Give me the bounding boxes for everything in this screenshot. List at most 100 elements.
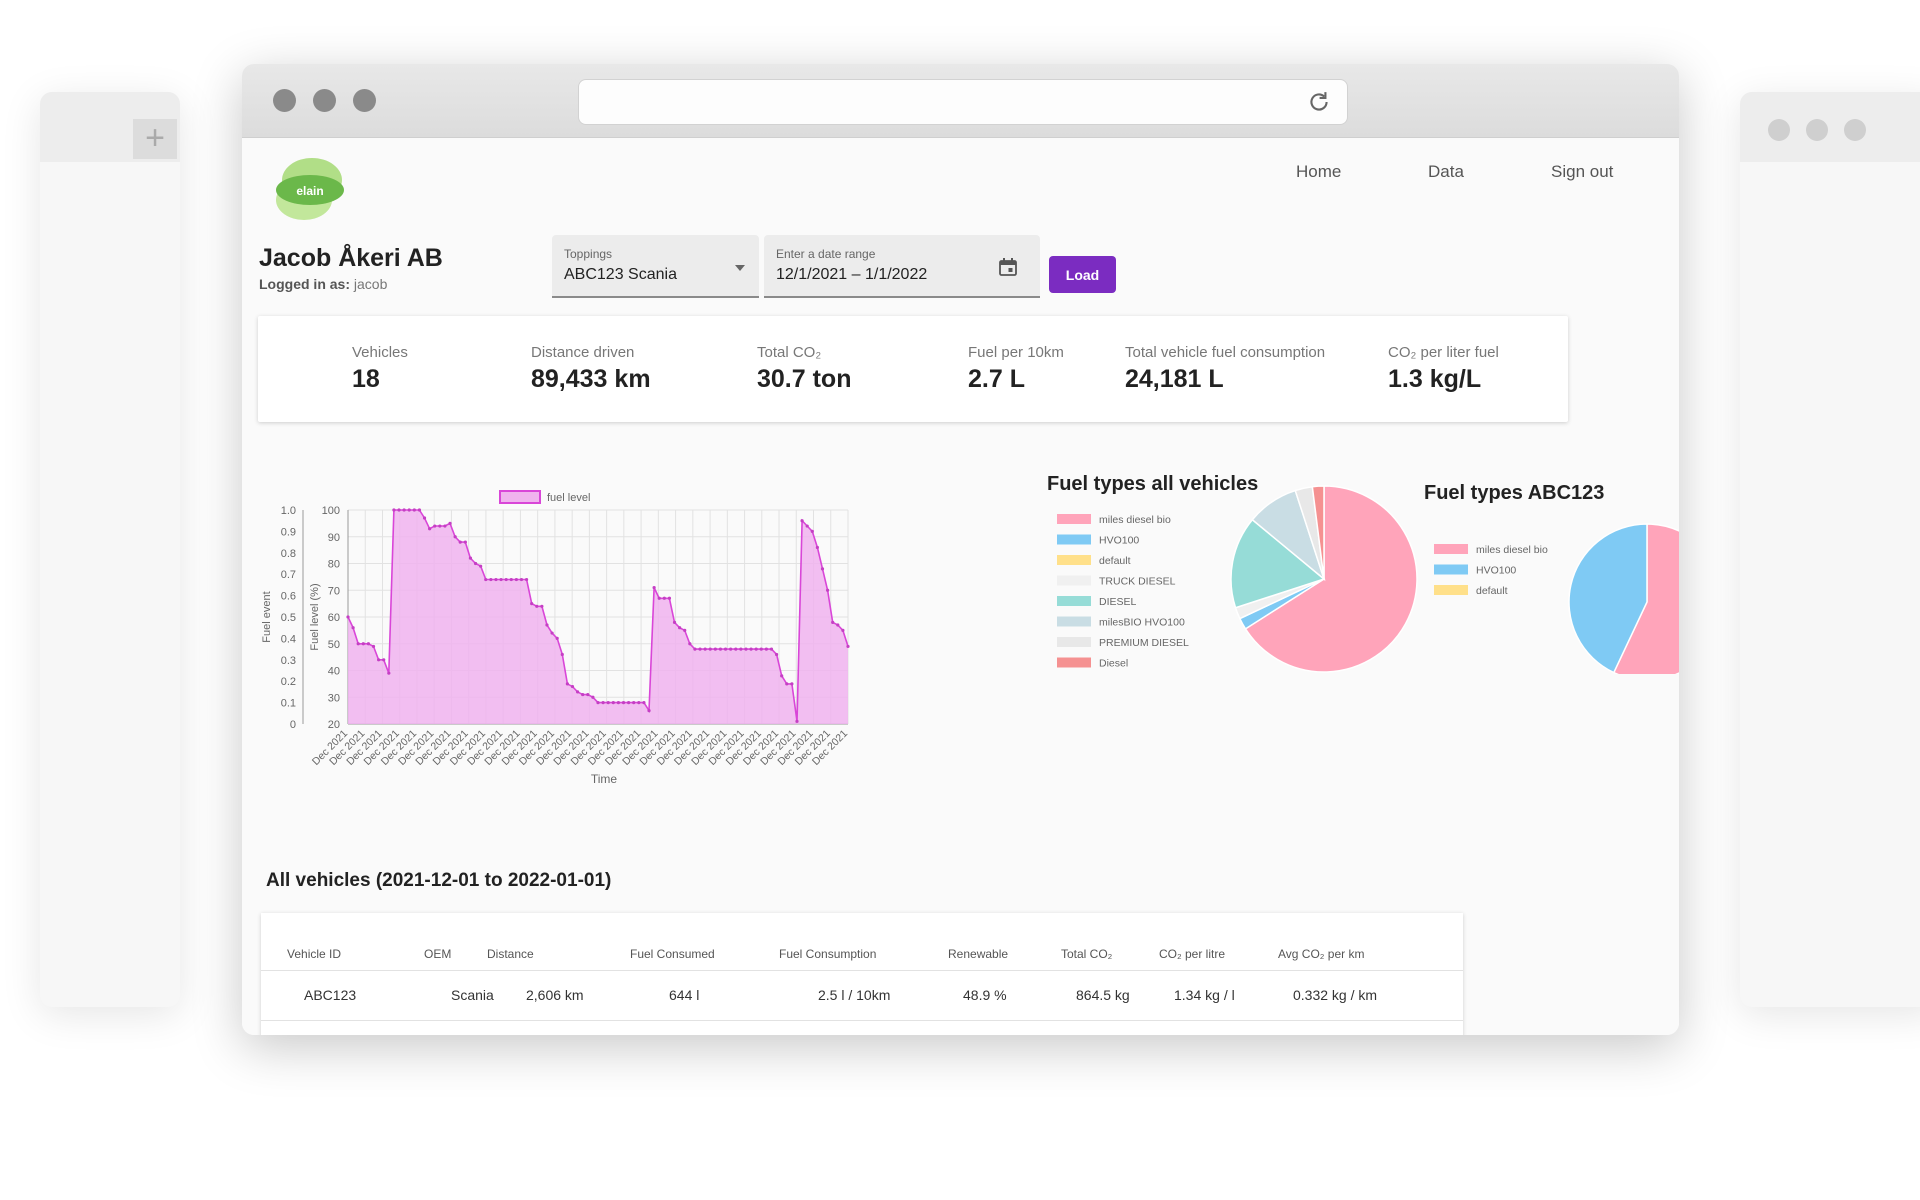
- maximize-window-icon[interactable]: [353, 89, 376, 112]
- fuel-level-point: [647, 709, 651, 713]
- fuel-level-point: [555, 636, 559, 640]
- stat-value: 30.7 ton: [757, 365, 852, 393]
- table-cell: Scania: [451, 987, 494, 1003]
- fuel-level-point: [479, 564, 483, 568]
- address-bar[interactable]: [578, 79, 1348, 125]
- fuel-level-point: [545, 623, 549, 627]
- fuel-level-point: [606, 701, 610, 705]
- fuel-level-point: [718, 647, 723, 651]
- fuel-level-point: [346, 615, 350, 619]
- nav-data[interactable]: Data: [1428, 162, 1464, 181]
- legend-label: milesBIO HVO100: [1099, 617, 1185, 629]
- calendar-icon[interactable]: [998, 257, 1018, 277]
- stat-distance: Distance driven 89,433 km: [531, 344, 651, 394]
- close-window-icon[interactable]: [273, 89, 296, 112]
- legend-swatch: [1057, 596, 1091, 606]
- fuel-level-point: [790, 682, 794, 686]
- fuel-level-point: [509, 577, 513, 582]
- logged-in-info: Logged in as: jacob: [259, 276, 387, 292]
- stat-label: Total vehicle fuel consumption: [1125, 344, 1326, 361]
- legend-swatch: [1057, 555, 1091, 565]
- pie-slice: [1244, 485, 1418, 673]
- fuel-level-point: [463, 540, 467, 544]
- fuel-level-point: [489, 577, 493, 582]
- window-dot-icon: [1806, 119, 1828, 141]
- y-right-tick-label: 70: [328, 585, 340, 597]
- fuel-level-point: [591, 695, 595, 699]
- chevron-down-icon: [735, 265, 745, 271]
- fuel-level-point: [642, 701, 646, 705]
- fuel-level-point: [836, 623, 840, 627]
- table-header-cell: Renewable: [948, 947, 1009, 961]
- fuel-level-point: [703, 647, 707, 651]
- reload-icon[interactable]: [1305, 88, 1333, 116]
- fuel-level-point: [729, 647, 733, 651]
- minimize-window-icon[interactable]: [313, 89, 336, 112]
- fuel-level-point: [377, 658, 381, 662]
- pie-title: Fuel types ABC123: [1424, 482, 1604, 504]
- fuel-level-point: [371, 644, 376, 649]
- y-left-tick-label: 0.5: [281, 612, 296, 624]
- stat-value: 1.3 kg/L: [1388, 365, 1482, 393]
- svg-text:elain: elain: [296, 184, 323, 198]
- table-cell: 2.5 l / 10km: [818, 987, 891, 1003]
- load-button[interactable]: Load: [1049, 256, 1116, 293]
- company-name: Jacob Åkeri AB: [259, 244, 443, 272]
- table-header-cell: OEM: [424, 947, 452, 961]
- stat-total-fuel: Total vehicle fuel consumption 24,181 L: [1125, 344, 1325, 394]
- fuel-level-point: [397, 508, 401, 512]
- toppings-label: Toppings: [564, 247, 613, 261]
- stat-value: 18: [352, 365, 380, 393]
- y-left-tick-label: 0.3: [281, 655, 296, 667]
- fuel-level-point: [453, 535, 457, 539]
- fuel-level-point: [831, 620, 835, 624]
- y-right-tick-label: 30: [328, 692, 340, 704]
- fuel-level-point: [351, 626, 355, 630]
- y-left-tick-label: 0: [290, 719, 296, 731]
- app-page: elain Home Data Sign out Jacob Åkeri AB …: [242, 138, 1679, 1035]
- fuel-level-point: [667, 596, 672, 600]
- background-window-left: +: [40, 92, 180, 1007]
- y-left-tick-label: 0.6: [281, 591, 296, 603]
- fuel-level-point: [494, 577, 498, 582]
- fuel-level-point: [514, 577, 518, 582]
- fuel-level-point: [815, 545, 819, 550]
- legend-swatch: [1434, 564, 1468, 575]
- table-header-cell: Vehicle ID: [287, 947, 342, 961]
- y-right-tick-label: 80: [328, 559, 340, 571]
- table-header-cell: Fuel Consumed: [630, 947, 715, 961]
- table-cell: 2,606 km: [526, 987, 584, 1003]
- fuel-level-point: [780, 674, 784, 678]
- new-tab-plus-icon[interactable]: +: [133, 119, 177, 159]
- table-cell: 644 l: [669, 987, 700, 1003]
- fuel-level-point: [596, 701, 600, 705]
- fuel-level-point: [637, 701, 641, 705]
- fuel-level-point: [632, 701, 636, 705]
- legend-swatch: [1057, 514, 1091, 524]
- stat-label: Vehicles: [352, 344, 408, 361]
- fuel-level-point: [698, 647, 702, 651]
- fuel-level-point: [499, 577, 503, 582]
- fuel-level-point: [443, 524, 447, 528]
- fuel-level-point: [392, 508, 396, 512]
- toppings-select[interactable]: Toppings ABC123 Scania: [552, 235, 759, 298]
- fuel-level-point: [688, 642, 692, 646]
- fuel-level-point: [417, 508, 422, 512]
- fuel-level-point: [530, 602, 534, 606]
- fuel-level-point: [810, 529, 814, 533]
- fuel-level-point: [723, 647, 728, 651]
- fuel-level-point: [356, 642, 360, 646]
- nav-sign-out[interactable]: Sign out: [1551, 162, 1614, 181]
- fuel-level-point: [754, 647, 758, 651]
- nav-home[interactable]: Home: [1296, 162, 1342, 181]
- legend-label: HVO100: [1476, 565, 1516, 577]
- fuel-level-point: [616, 701, 621, 705]
- fuel-level-point: [672, 620, 677, 624]
- date-range-field[interactable]: Enter a date range 12/1/2021 – 1/1/2022: [764, 235, 1040, 298]
- y-left-axis-title: Fuel event: [261, 591, 273, 642]
- y-left-tick-label: 0.4: [281, 633, 296, 645]
- table-divider: [261, 1020, 1463, 1021]
- fuel-level-point: [448, 521, 452, 525]
- legend-swatch: [1434, 585, 1468, 595]
- fuel-level-point: [734, 647, 738, 651]
